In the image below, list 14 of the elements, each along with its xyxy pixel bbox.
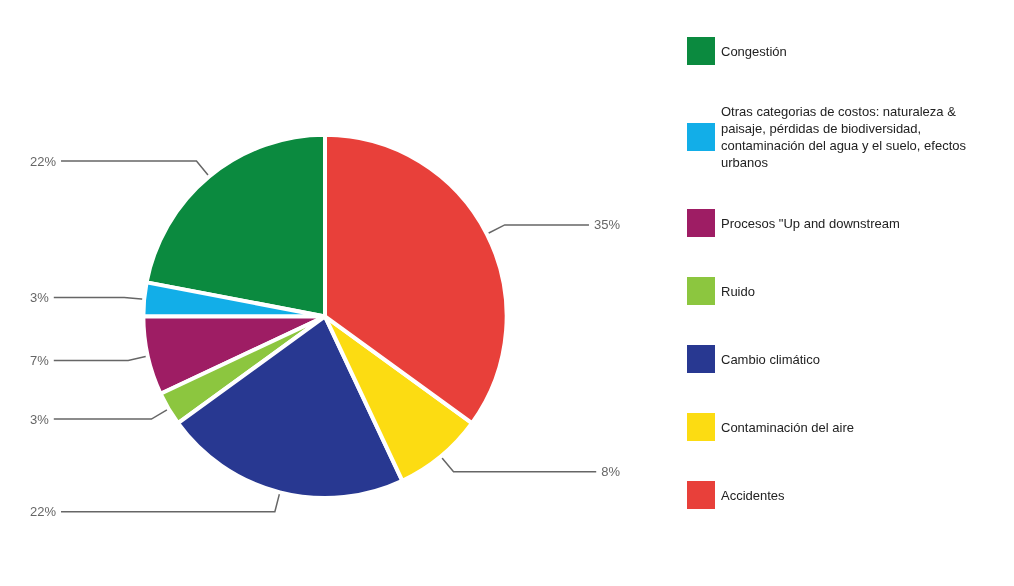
legend-label: Accidentes — [721, 487, 786, 503]
legend-label: Ruido — [721, 283, 755, 299]
legend-label: Otras categorias de costos: naturaleza & paisaje, pérdidas de biodiversidad, contaminación del agua y el suelo, efectos urbanos — [721, 104, 970, 170]
legend-label: Contaminación del aire — [721, 419, 854, 435]
data-label: 3% — [30, 289, 50, 305]
data-label: 7% — [30, 352, 50, 368]
legend-label: Cambio climático — [721, 351, 820, 367]
legend-label: Procesos "Up and downstream — [721, 215, 900, 231]
data-label: 3% — [30, 411, 50, 427]
data-label: 8% — [601, 464, 621, 480]
data-label: 35% — [593, 217, 621, 233]
data-label: 22% — [30, 504, 57, 520]
legend-label: Congestión — [721, 43, 787, 59]
data-label: 22% — [30, 153, 57, 169]
